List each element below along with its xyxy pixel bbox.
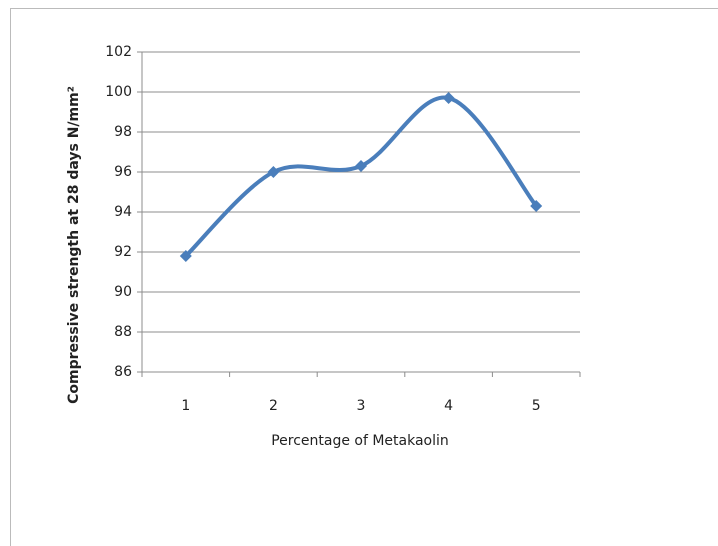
x-tick-label: 2 bbox=[269, 398, 278, 414]
x-tick-label: 5 bbox=[532, 398, 541, 414]
x-tick-label: 4 bbox=[444, 398, 453, 414]
data-point bbox=[442, 92, 455, 104]
y-tick-label: 86 bbox=[114, 364, 132, 380]
y-tick-label: 88 bbox=[114, 324, 132, 340]
x-tick-label: 3 bbox=[357, 398, 366, 414]
x-tick-label: 1 bbox=[181, 398, 190, 414]
y-tick-label: 102 bbox=[105, 44, 132, 60]
y-tick-label: 94 bbox=[114, 204, 132, 220]
y-tick-label: 92 bbox=[114, 244, 132, 260]
y-tick-label: 90 bbox=[114, 284, 132, 300]
y-axis-title: Compressive strength at 28 days N/mm² bbox=[66, 86, 82, 404]
data-point bbox=[267, 166, 280, 178]
y-tick-label: 96 bbox=[114, 164, 132, 180]
data-point bbox=[355, 160, 367, 172]
chart-frame bbox=[10, 8, 718, 546]
y-tick-label: 100 bbox=[105, 84, 132, 100]
y-tick-label: 98 bbox=[114, 124, 132, 140]
data-point bbox=[530, 200, 543, 212]
x-axis-title: Percentage of Metakaolin bbox=[271, 433, 449, 449]
data-point bbox=[179, 250, 192, 262]
